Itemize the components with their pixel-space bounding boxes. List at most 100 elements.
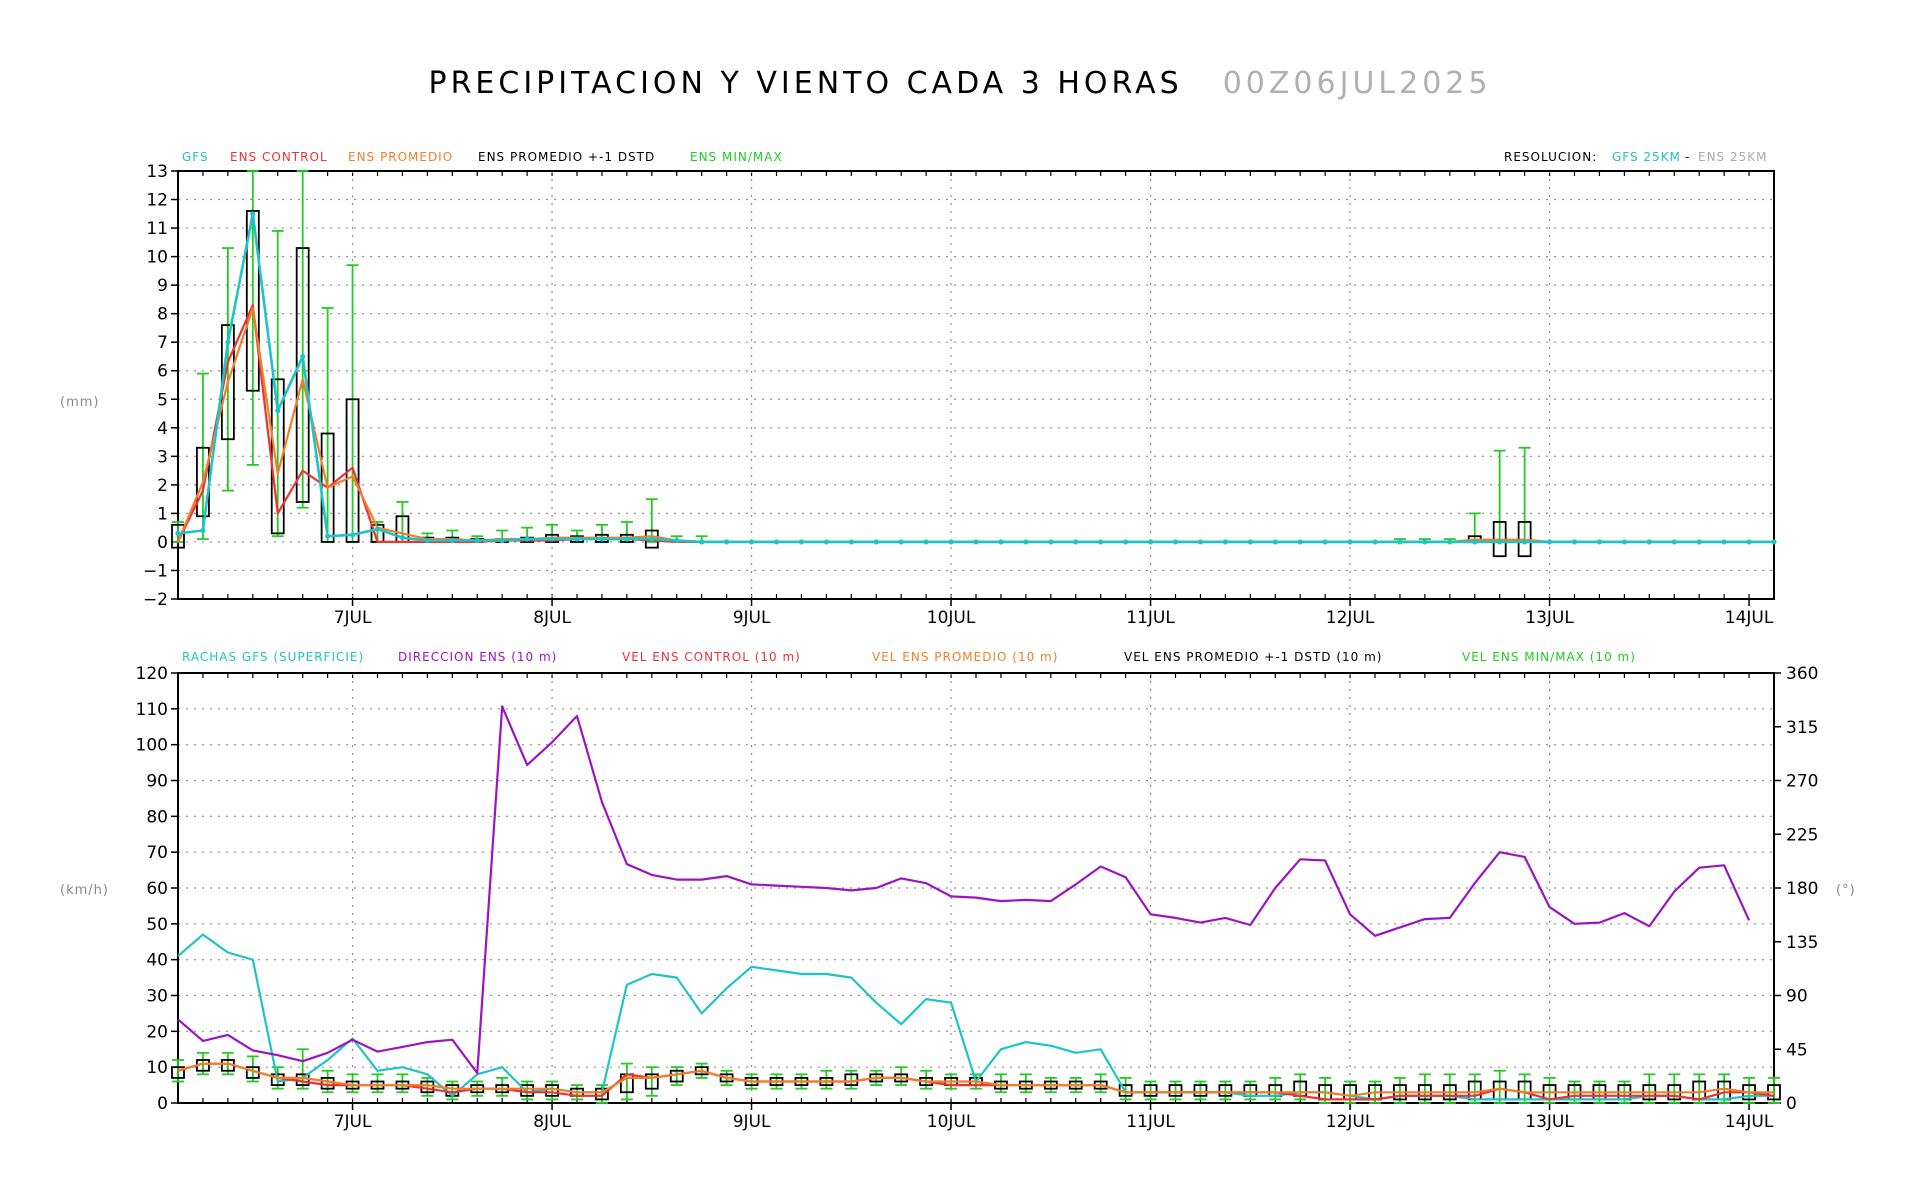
precip-xtick-label: 7JUL xyxy=(334,608,372,628)
precip-ytick-label: 0 xyxy=(157,533,168,553)
wind-y2tick-label: 225 xyxy=(1786,825,1818,845)
precip-gfs-point xyxy=(499,537,505,544)
precip-gfs-point xyxy=(1147,539,1154,545)
precip-gfs-point xyxy=(275,408,281,414)
precip-gfs-point xyxy=(1322,539,1328,545)
wind-promedio-line xyxy=(177,1062,1774,1097)
precip-gfs-point xyxy=(1671,539,1677,545)
precip-gfs-point xyxy=(474,537,480,544)
precip-frame xyxy=(177,170,1775,600)
precip-gfs-point xyxy=(998,539,1004,545)
precip-gfs-point xyxy=(1646,539,1652,545)
wind-ytick-label: 90 xyxy=(146,772,168,792)
wind-std-box xyxy=(644,1073,659,1090)
legend-vel-minmax: VEL ENS MIN/MAX (10 m) xyxy=(1462,650,1636,664)
precip-gfs-point xyxy=(250,211,256,217)
precip-gfs-point xyxy=(449,537,455,544)
wind-xtick-label: 12JUL xyxy=(1326,1112,1375,1132)
precip-gfs-point xyxy=(1048,539,1054,545)
precip-gfs-point xyxy=(699,539,705,545)
precip-std-box xyxy=(295,247,310,503)
precip-gfs-point xyxy=(574,536,580,542)
precip-gfs-point xyxy=(399,535,406,541)
wind-ytick-label: 20 xyxy=(146,1022,168,1042)
precip-gfs-point xyxy=(1372,539,1378,545)
legend-minmax: ENS MIN/MAX xyxy=(690,150,783,164)
precip-gfs-point xyxy=(1023,539,1029,545)
precip-gfs-point xyxy=(1771,539,1777,545)
wind-y2label: (°) xyxy=(1836,883,1856,898)
wind-xtick-label: 14JUL xyxy=(1725,1112,1774,1132)
legend-vel-promedio: VEL ENS PROMEDIO (10 m) xyxy=(872,650,1058,664)
precip-gfs-point xyxy=(1546,539,1553,545)
precip-ytick-label: 2 xyxy=(157,476,168,496)
precip-gfs-point xyxy=(848,539,854,545)
wind-xtick-label: 10JUL xyxy=(927,1112,976,1132)
precip-gfs-point xyxy=(724,539,730,545)
precip-gfs-point xyxy=(1197,539,1204,545)
precip-ytick-label: 3 xyxy=(157,447,168,467)
legend-gfs: GFS xyxy=(182,150,209,164)
precip-gfs-point xyxy=(200,527,206,534)
precip-ytick-label: 9 xyxy=(157,276,168,296)
wind-ytick-label: 10 xyxy=(146,1058,168,1078)
precip-ylabel: (mm) xyxy=(60,395,99,410)
precip-gfs-point xyxy=(300,353,306,360)
precip-gfs-point xyxy=(798,539,805,545)
precip-gfs-point xyxy=(349,532,356,538)
precip-gfs-point xyxy=(674,537,680,544)
wind-y2tick-label: 0 xyxy=(1786,1094,1797,1114)
legend-control: ENS CONTROL xyxy=(230,150,328,164)
precip-gfs-point xyxy=(1347,539,1353,545)
wind-ytick-label: 110 xyxy=(136,700,168,720)
legend-resolucion: RESOLUCION: xyxy=(1504,150,1597,164)
wind-xtick-label: 7JUL xyxy=(334,1112,372,1132)
wind-xtick-label: 11JUL xyxy=(1126,1112,1175,1132)
precip-ytick-label: 4 xyxy=(157,419,168,439)
precip-xtick-label: 8JUL xyxy=(533,608,571,628)
precip-gfs-point xyxy=(748,539,755,545)
precip-ytick-label: 7 xyxy=(157,333,168,353)
precip-gfs-point xyxy=(1522,539,1528,545)
precip-gfs-point xyxy=(374,526,381,532)
wind-ylabel: (km/h) xyxy=(60,883,109,898)
wind-ytick-label: 0 xyxy=(157,1094,168,1114)
wind-y2tick-label: 135 xyxy=(1786,933,1818,953)
precip-gfs-point xyxy=(1571,539,1578,545)
precip-gfs-point xyxy=(1247,539,1253,545)
precip-gfs-point xyxy=(923,539,929,545)
wind-frame xyxy=(177,672,1775,1104)
wind-xtick-label: 13JUL xyxy=(1525,1112,1574,1132)
wind-std-box xyxy=(171,1066,185,1079)
precip-xtick-label: 10JUL xyxy=(927,608,976,628)
precip-gfs-line xyxy=(177,212,1774,544)
legend-direccion: DIRECCION ENS (10 m) xyxy=(398,650,557,664)
wind-ytick-label: 60 xyxy=(146,879,168,899)
wind-direccion-line xyxy=(177,705,1751,1075)
legend-std: ENS PROMEDIO +-1 DSTD xyxy=(478,150,655,164)
precip-gfs-point xyxy=(1222,539,1228,545)
precip-xtick-label: 14JUL xyxy=(1725,608,1774,628)
legend-res-gfs: GFS 25KM xyxy=(1612,150,1681,164)
precip-ytick-label: 10 xyxy=(146,248,168,268)
title-text: PRECIPITACION Y VIENTO CADA 3 HORAS xyxy=(428,66,1183,101)
wind-legend: RACHAS GFS (SUPERFICIE) DIRECCION ENS (1… xyxy=(182,650,1636,664)
wind-y2tick-label: 90 xyxy=(1786,987,1808,1007)
precip-gfs-point xyxy=(524,536,530,542)
wind-y2tick-label: 180 xyxy=(1786,879,1818,899)
wind-std-box xyxy=(1168,1084,1183,1097)
precip-gfs-point xyxy=(225,339,231,345)
precip-ytick-label: −2 xyxy=(143,590,168,610)
precip-gfs-point xyxy=(1422,539,1428,545)
wind-std-box xyxy=(1218,1084,1233,1097)
wind-ytick-label: 70 xyxy=(146,843,168,863)
wind-ytick-label: 40 xyxy=(146,951,168,971)
precip-std-box xyxy=(245,210,260,392)
precip-gfs-point xyxy=(1297,539,1303,545)
chart-title: PRECIPITACION Y VIENTO CADA 3 HORAS 00Z06… xyxy=(0,66,1920,101)
precip-xtick-label: 13JUL xyxy=(1525,608,1574,628)
precip-gfs-point xyxy=(1098,539,1104,545)
wind-y2tick-label: 360 xyxy=(1786,664,1818,684)
precip-std-box xyxy=(171,523,185,549)
